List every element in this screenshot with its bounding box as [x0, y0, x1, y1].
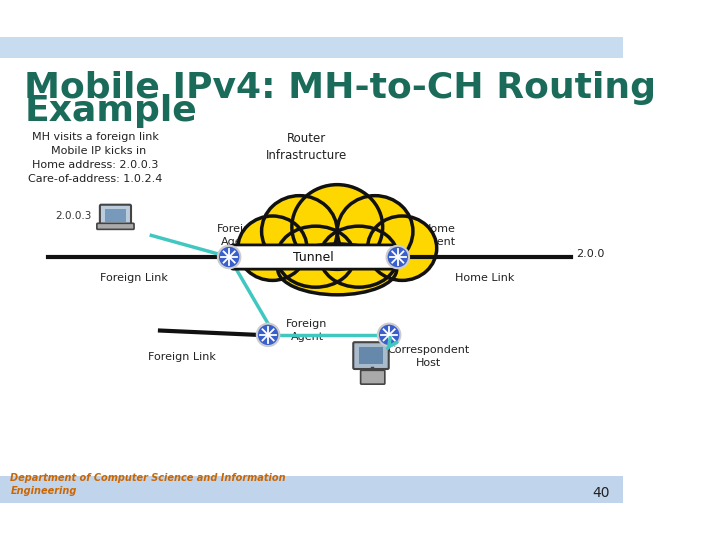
- Circle shape: [387, 246, 409, 268]
- FancyBboxPatch shape: [100, 205, 131, 226]
- Text: Home
Agent: Home Agent: [423, 224, 456, 247]
- FancyBboxPatch shape: [97, 224, 134, 230]
- Text: 2.0.0.3: 2.0.0.3: [55, 211, 91, 220]
- Ellipse shape: [261, 195, 337, 267]
- Text: Department of Computer Science and Information
Engineering: Department of Computer Science and Infor…: [10, 473, 286, 496]
- Ellipse shape: [367, 216, 437, 280]
- Text: Foreign
Agent: Foreign Agent: [287, 319, 328, 342]
- Text: Home Link: Home Link: [454, 273, 514, 282]
- Ellipse shape: [292, 185, 382, 269]
- Circle shape: [218, 246, 240, 268]
- Text: Foreign
Agent: Foreign Agent: [217, 224, 258, 247]
- Bar: [0, 58, 623, 477]
- Ellipse shape: [337, 195, 413, 267]
- Ellipse shape: [320, 226, 397, 287]
- Text: Router
Infrastructure: Router Infrastructure: [266, 132, 348, 161]
- Circle shape: [378, 323, 400, 346]
- Text: 40: 40: [592, 486, 610, 500]
- FancyBboxPatch shape: [354, 342, 389, 369]
- Ellipse shape: [238, 216, 307, 280]
- Text: Foreign Link: Foreign Link: [148, 352, 215, 362]
- Text: Mobile IPv4: MH-to-CH Routing: Mobile IPv4: MH-to-CH Routing: [24, 71, 656, 105]
- Text: Example: Example: [24, 94, 197, 129]
- Text: 2.0.0: 2.0.0: [576, 249, 604, 259]
- Text: Correspondent
Host: Correspondent Host: [387, 345, 469, 368]
- Text: MH visits a foreign link
  Mobile IP kicks in
Home address: 2.0.0.3
Care-of-addr: MH visits a foreign link Mobile IP kicks…: [28, 132, 162, 184]
- Ellipse shape: [278, 244, 397, 295]
- Circle shape: [257, 323, 279, 346]
- Bar: [0, 476, 623, 503]
- Text: Foreign Link: Foreign Link: [100, 273, 168, 282]
- Text: Tunnel: Tunnel: [293, 251, 334, 264]
- Bar: [104, 210, 126, 221]
- Ellipse shape: [276, 226, 354, 287]
- FancyBboxPatch shape: [361, 370, 384, 384]
- Bar: [0, 37, 623, 58]
- FancyBboxPatch shape: [231, 245, 396, 269]
- Bar: [359, 347, 383, 365]
